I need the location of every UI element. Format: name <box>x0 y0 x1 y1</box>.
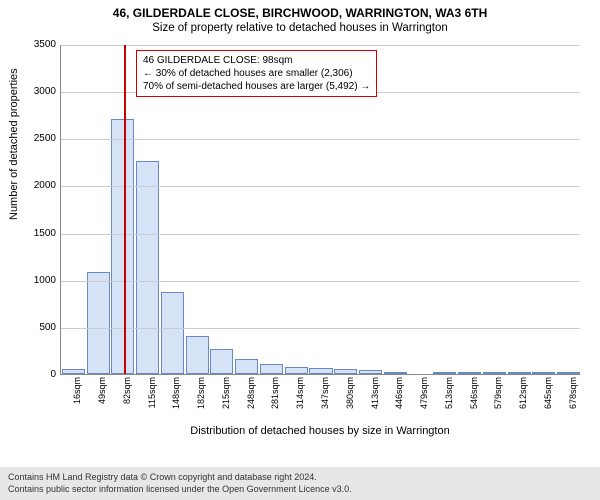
x-tick: 579sqm <box>493 377 503 427</box>
x-tick: 380sqm <box>345 377 355 427</box>
bar <box>260 364 283 374</box>
chart-subtitle: Size of property relative to detached ho… <box>0 20 600 34</box>
x-tick: 413sqm <box>370 377 380 427</box>
x-tick: 546sqm <box>469 377 479 427</box>
y-tick: 3500 <box>16 40 56 50</box>
x-tick: 281sqm <box>270 377 280 427</box>
chart-container: 46, GILDERDALE CLOSE, BIRCHWOOD, WARRING… <box>0 0 600 500</box>
x-tick: 446sqm <box>394 377 404 427</box>
reference-line <box>124 45 126 374</box>
x-tick: 612sqm <box>518 377 528 427</box>
chart-title: 46, GILDERDALE CLOSE, BIRCHWOOD, WARRING… <box>0 0 600 20</box>
plot-area: 46 GILDERDALE CLOSE: 98sqm ← 30% of deta… <box>60 45 580 375</box>
x-tick: 49sqm <box>97 377 107 427</box>
bar <box>359 370 382 374</box>
bar <box>186 336 209 374</box>
info-line-1: 46 GILDERDALE CLOSE: 98sqm <box>143 54 370 67</box>
y-tick: 0 <box>16 370 56 380</box>
bar <box>285 367 308 374</box>
chart-area: 46 GILDERDALE CLOSE: 98sqm ← 30% of deta… <box>60 45 580 405</box>
bar <box>557 372 580 374</box>
grid-line <box>61 328 580 329</box>
bar <box>334 369 357 374</box>
bar <box>458 372 481 374</box>
bar <box>508 372 531 374</box>
bar <box>87 272 110 374</box>
info-line-3: 70% of semi-detached houses are larger (… <box>143 80 370 93</box>
info-box: 46 GILDERDALE CLOSE: 98sqm ← 30% of deta… <box>136 50 377 97</box>
bar <box>309 368 332 374</box>
x-tick: 347sqm <box>320 377 330 427</box>
x-tick: 182sqm <box>196 377 206 427</box>
footer: Contains HM Land Registry data © Crown c… <box>0 467 600 500</box>
grid-line <box>61 139 580 140</box>
y-tick: 2500 <box>16 134 56 144</box>
bar <box>384 372 407 374</box>
y-tick: 1000 <box>16 276 56 286</box>
y-tick: 500 <box>16 323 56 333</box>
grid-line <box>61 45 580 46</box>
x-tick: 645sqm <box>543 377 553 427</box>
bar <box>210 349 233 374</box>
footer-line-2: Contains public sector information licen… <box>8 483 592 495</box>
info-line-2: ← 30% of detached houses are smaller (2,… <box>143 67 370 80</box>
x-tick: 678sqm <box>568 377 578 427</box>
bar <box>532 372 555 374</box>
x-tick: 115sqm <box>147 377 157 427</box>
x-tick: 82sqm <box>122 377 132 427</box>
grid-line <box>61 234 580 235</box>
x-tick: 479sqm <box>419 377 429 427</box>
footer-line-1: Contains HM Land Registry data © Crown c… <box>8 471 592 483</box>
bar <box>111 119 134 374</box>
bar <box>62 369 85 374</box>
x-tick: 248sqm <box>246 377 256 427</box>
x-tick: 148sqm <box>171 377 181 427</box>
grid-line <box>61 186 580 187</box>
y-tick: 1500 <box>16 229 56 239</box>
grid-line <box>61 281 580 282</box>
y-tick: 2000 <box>16 181 56 191</box>
bar <box>483 372 506 374</box>
bar <box>235 359 258 374</box>
x-tick: 215sqm <box>221 377 231 427</box>
x-tick: 513sqm <box>444 377 454 427</box>
x-tick: 16sqm <box>72 377 82 427</box>
y-tick: 3000 <box>16 87 56 97</box>
bar <box>161 292 184 374</box>
x-tick: 314sqm <box>295 377 305 427</box>
bar <box>136 161 159 374</box>
bar <box>433 372 456 374</box>
